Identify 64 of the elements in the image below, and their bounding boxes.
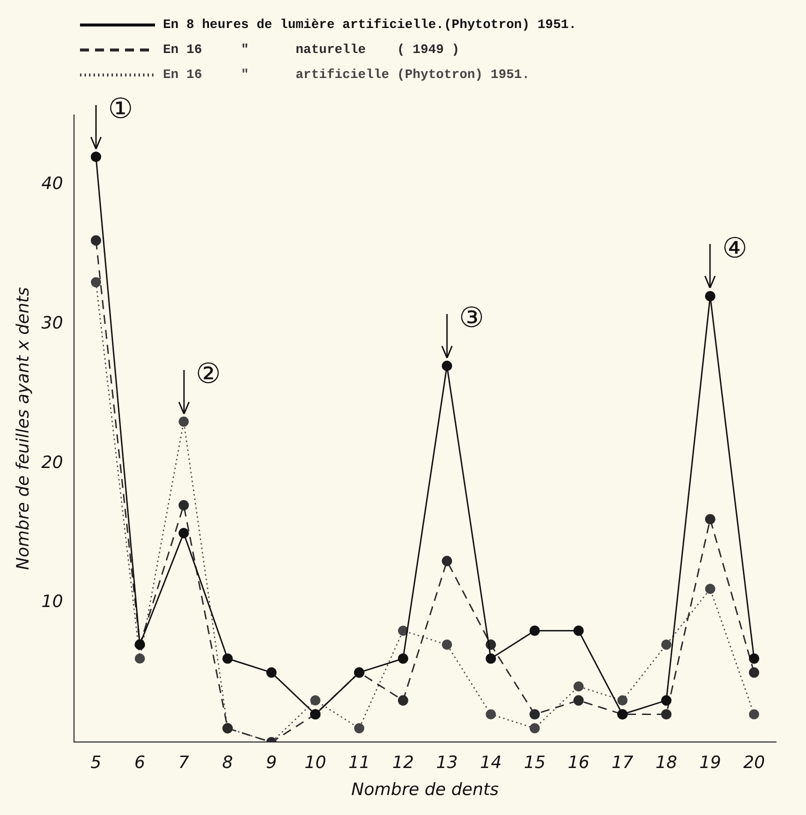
point: [661, 709, 672, 720]
x-tick-label: 12: [392, 752, 414, 773]
point: [266, 667, 277, 678]
point: [178, 500, 189, 510]
x-tick-label: 10: [304, 752, 326, 773]
point: [178, 416, 189, 427]
x-tick-label: 15: [524, 752, 546, 773]
x-tick-label: 6: [134, 752, 146, 773]
point: [661, 695, 672, 706]
point: [178, 528, 189, 538]
point: [486, 709, 496, 720]
point: [486, 653, 496, 664]
point: [90, 152, 102, 162]
point: [398, 626, 408, 636]
point: [530, 709, 540, 720]
point: [530, 626, 540, 636]
point: [398, 695, 408, 706]
x-axis-title: Nombre de dents: [351, 780, 499, 800]
annotation: ③: [458, 301, 484, 334]
point: [222, 653, 233, 664]
x-tick-label: 7: [178, 752, 190, 773]
annotation: ②: [196, 356, 221, 390]
y-tick-label: 40: [41, 174, 64, 194]
point: [704, 290, 716, 302]
point: [617, 695, 628, 706]
point: [398, 653, 408, 664]
annotation: ①: [108, 92, 134, 126]
y-tick-label: 20: [41, 452, 64, 473]
text: En 8 heures de lumière artificielle.(Phytotron) 1951.: [163, 17, 576, 32]
y-tick-label: 30: [41, 313, 64, 334]
point: [748, 653, 760, 664]
x-tick-label: 9: [266, 752, 277, 773]
point: [573, 626, 584, 636]
point: [573, 695, 584, 706]
point: [90, 235, 102, 246]
x-tick-label: 17: [612, 752, 634, 773]
point: [748, 667, 760, 678]
point: [530, 723, 540, 734]
y-axis-title: Nombre de feuilles ayant x dents: [14, 287, 34, 570]
point: [748, 709, 760, 720]
point: [442, 640, 452, 650]
point: [442, 556, 452, 566]
x-tick-label: 14: [480, 752, 502, 773]
text: En 16 " naturelle ( 1949 ): [163, 42, 460, 57]
annotation: ④: [722, 231, 748, 264]
x-tick-label: 11: [348, 752, 370, 773]
x-tick-label: 20: [743, 752, 765, 773]
x-tick-label: 16: [568, 752, 590, 773]
x-tick-label: 8: [222, 752, 234, 773]
y-tick-label: 10: [41, 592, 64, 612]
point: [661, 640, 672, 650]
point: [573, 681, 584, 692]
point: [705, 584, 716, 594]
point: [90, 277, 102, 288]
x-tick-label: 19: [699, 752, 722, 773]
point: [442, 360, 452, 372]
point: [134, 653, 145, 664]
x-tick-label: 18: [655, 752, 678, 773]
point: [310, 695, 320, 706]
point: [704, 514, 716, 524]
x-tick-label: 13: [436, 752, 458, 773]
x-tick-label: 5: [90, 752, 102, 773]
text: En 16 " artificielle (Phytotron) 1951.: [163, 67, 530, 82]
point: [354, 723, 364, 734]
